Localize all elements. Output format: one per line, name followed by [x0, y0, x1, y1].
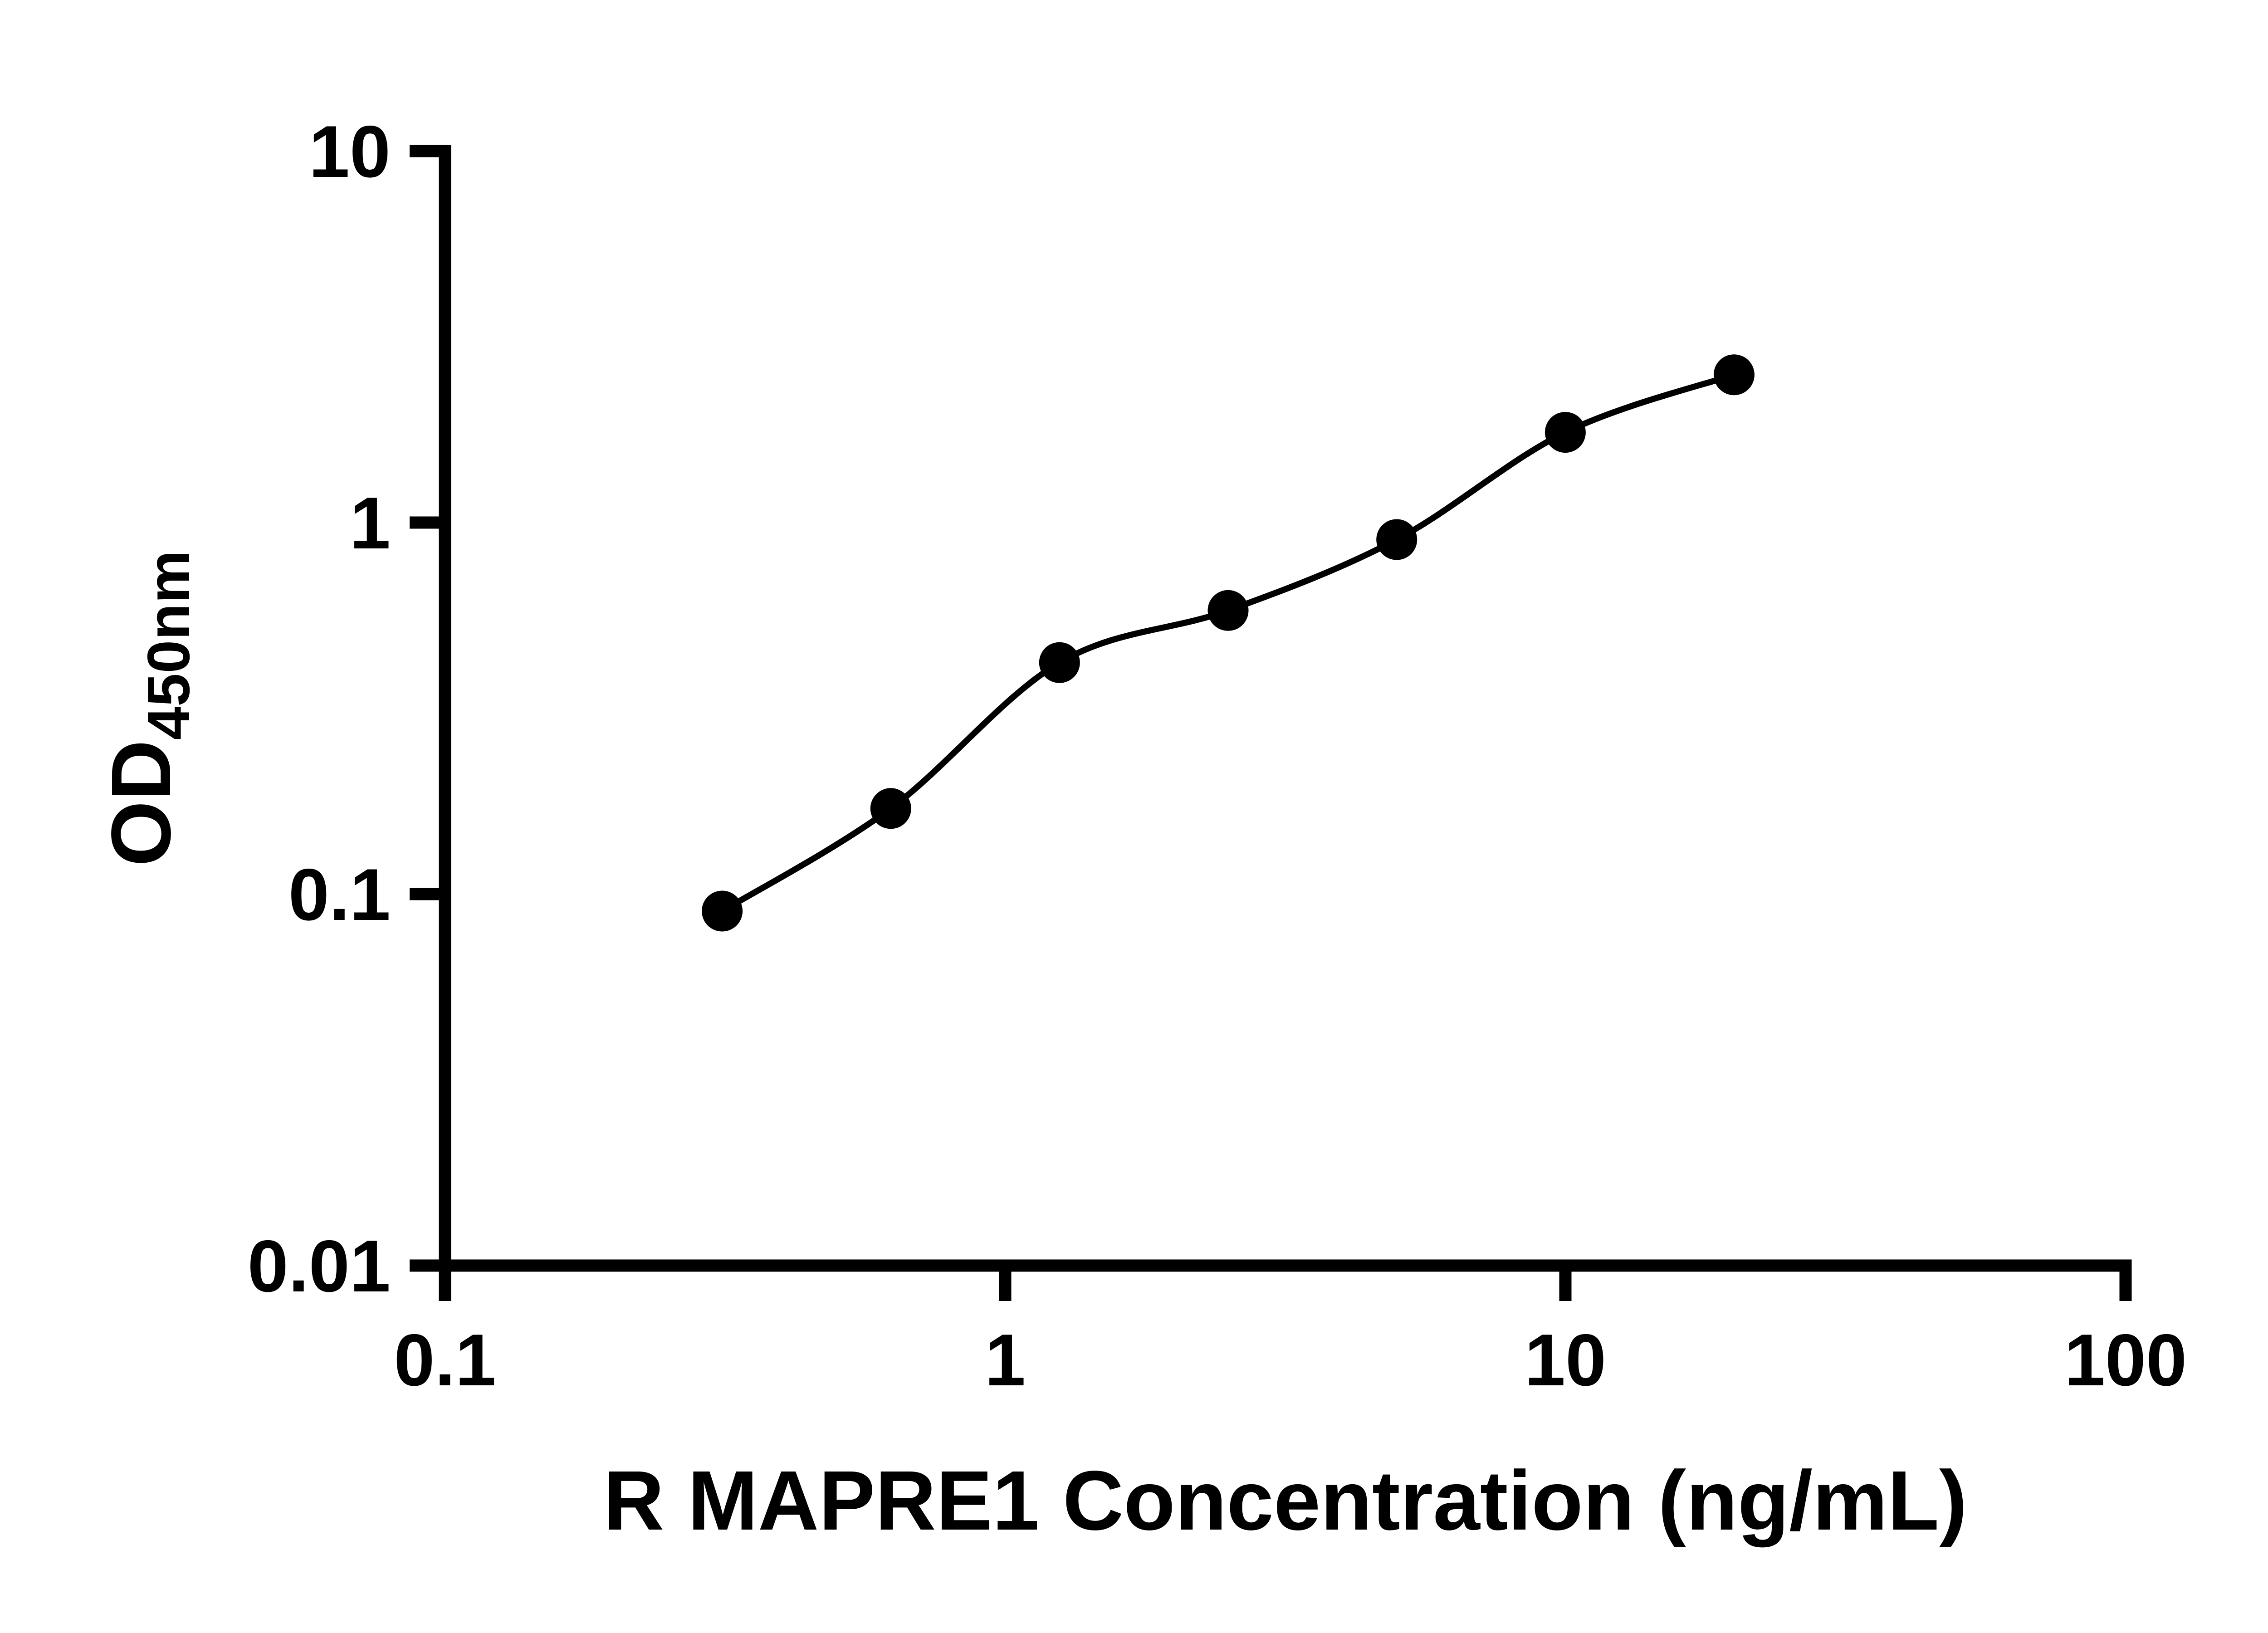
y-tick-label: 0.01 [248, 1225, 391, 1307]
data-points [702, 354, 1755, 932]
x-tick-label: 100 [2064, 1319, 2187, 1401]
y-tick-label: 1 [350, 482, 391, 564]
x-axis-title: R MAPRE1 Concentration (ng/mL) [603, 1454, 1967, 1548]
y-tick-label: 0.1 [288, 854, 391, 936]
axes [439, 145, 2132, 1272]
y-axis-title: OD450nm [94, 550, 202, 866]
x-tick-label: 0.1 [394, 1319, 496, 1401]
fit-curve [720, 372, 1735, 914]
data-point [1713, 354, 1755, 396]
data-point [870, 788, 911, 829]
data-point [1207, 590, 1249, 631]
fit-curve-path [720, 372, 1735, 914]
axis-ticks [410, 145, 2132, 1301]
y-tick-label: 10 [309, 111, 391, 193]
data-point [1039, 642, 1080, 683]
x-tick-label: 1 [985, 1319, 1026, 1401]
data-point [702, 890, 743, 932]
x-tick-label: 10 [1525, 1319, 1606, 1401]
data-point [1376, 519, 1418, 560]
data-point [1545, 412, 1586, 453]
